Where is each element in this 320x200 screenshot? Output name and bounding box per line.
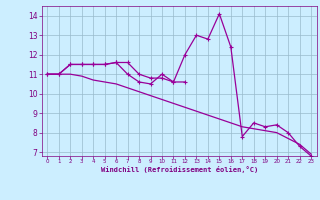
X-axis label: Windchill (Refroidissement éolien,°C): Windchill (Refroidissement éolien,°C) [100,166,258,173]
